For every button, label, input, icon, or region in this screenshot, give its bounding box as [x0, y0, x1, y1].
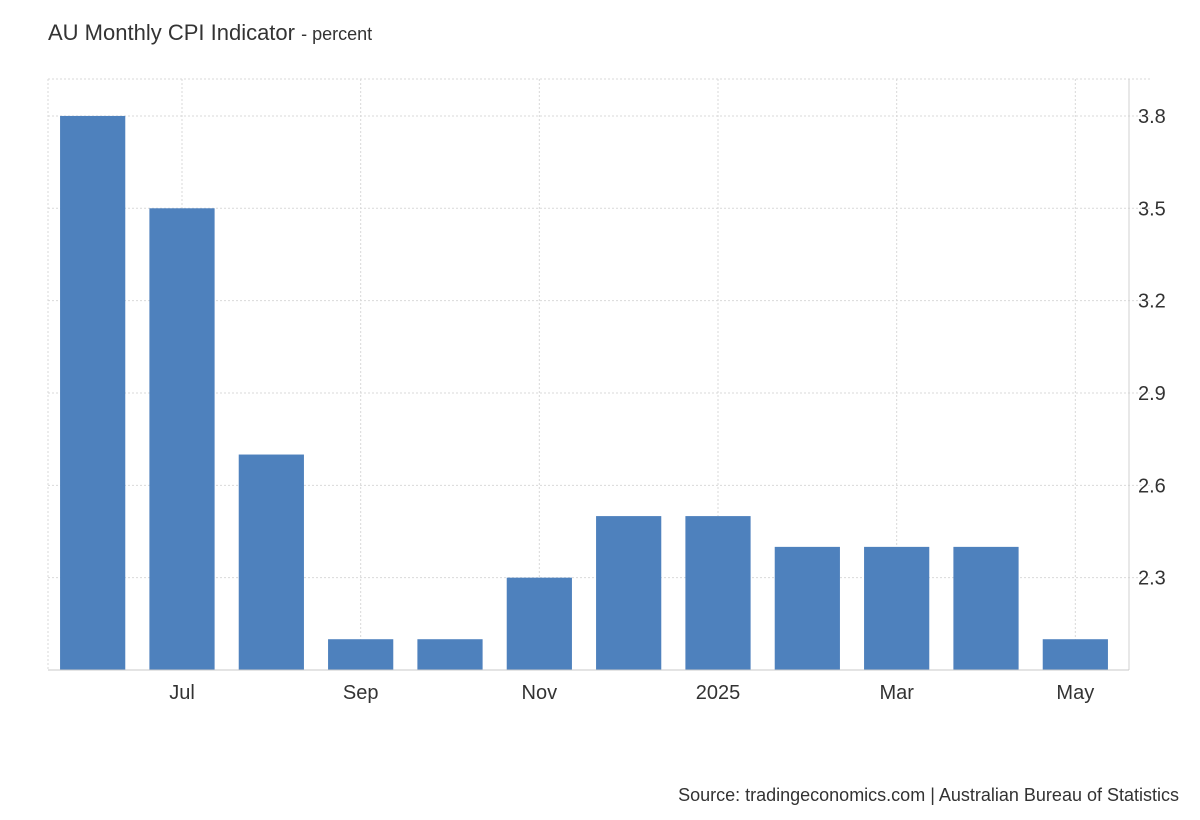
bar-dec-2024[interactable] [596, 516, 662, 670]
y-tick-label: 3.8 [1138, 106, 1166, 128]
bar-apr-2025[interactable] [953, 546, 1019, 670]
x-tick-label: 2025 [696, 682, 741, 704]
y-tick-label: 2.3 [1138, 568, 1166, 590]
y-tick-label: 3.2 [1138, 291, 1166, 313]
chart-title: AU Monthly CPI Indicator - percent [48, 20, 372, 46]
x-tick-label: May [1056, 682, 1094, 704]
bar-oct-2024[interactable] [417, 639, 483, 670]
bar-may-2025[interactable] [1042, 639, 1108, 670]
x-tick-label: Nov [522, 682, 558, 704]
y-tick-label: 3.5 [1138, 198, 1166, 220]
source-note: Source: tradingeconomics.com | Australia… [678, 785, 1179, 805]
bar-aug-2024[interactable] [238, 454, 304, 670]
bar-sep-2024[interactable] [328, 639, 394, 670]
x-tick-label: Sep [343, 682, 379, 704]
bar-jun-2024[interactable] [60, 115, 126, 670]
y-tick-label: 2.9 [1138, 383, 1166, 405]
bar-jul-2024[interactable] [149, 208, 215, 670]
chart-title-text: AU Monthly CPI Indicator [48, 20, 295, 45]
bar-jan-2025[interactable] [685, 516, 751, 670]
cpi-bar-chart: 2.3 2.6 2.9 3.2 3.5 3.8 Jul Sep Nov 2025 Mar May [47, 78, 1166, 704]
bar-mar-2025[interactable] [864, 546, 930, 670]
bar-layer [60, 115, 1108, 670]
x-tick-label: Jul [169, 682, 195, 704]
bar-nov-2024[interactable] [506, 577, 572, 670]
chart-unit-label: - percent [301, 24, 373, 44]
bar-feb-2025[interactable] [774, 546, 840, 670]
axis-layer: 2.3 2.6 2.9 3.2 3.5 3.8 Jul Sep Nov 2025 Mar May [48, 79, 1166, 704]
y-tick-label: 2.6 [1138, 475, 1166, 497]
x-tick-label: Mar [879, 682, 914, 704]
